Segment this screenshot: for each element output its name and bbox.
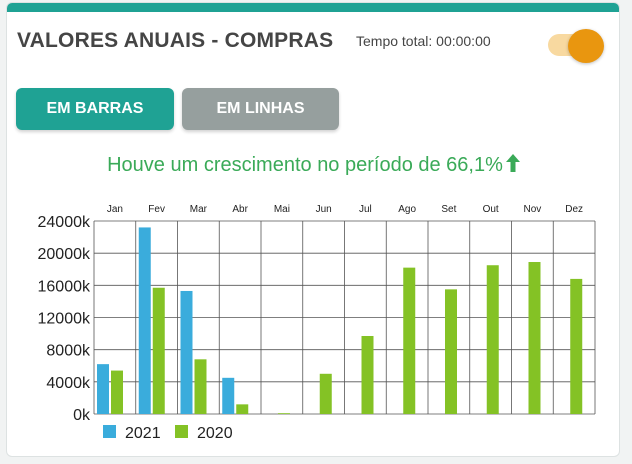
page-title: VALORES ANUAIS - COMPRAS [17,29,334,52]
arrow-up-icon [505,153,521,179]
bar-2020-dez [570,278,583,414]
bar-2020-jan [111,370,123,414]
card-accent-bar [7,3,619,12]
y-tick-label: 0k [73,407,91,424]
x-tick-label: Jul [359,204,372,215]
legend-label-2021: 2021 [125,425,161,442]
bar-2021-abr [222,377,235,414]
legend-swatch-2021 [103,425,116,438]
bar-2021-jan [97,364,109,414]
growth-text: Houve um crescimento no período de 66,1% [107,154,503,176]
toggle-switch[interactable] [546,29,605,63]
purchases-bar-chart: 0k 4000k 8000k 12000k 16000k 20000k 24000k Jan F… [38,204,596,442]
bar-2020-mai [278,413,290,414]
bar-2020-jul [361,335,374,414]
y-tick-label: 12000k [38,311,91,328]
bars-view-button[interactable]: EM BARRAS [16,88,174,130]
growth-message: Houve um crescimento no período de 66,1% [7,153,619,179]
bar-2020-nov [528,262,541,414]
bar-2021-fev [138,227,151,414]
y-tick-label: 4000k [46,375,91,392]
x-tick-label: Jan [107,204,123,215]
x-tick-label: Set [441,204,456,215]
x-tick-label: Nov [523,204,541,215]
bar-2020-abr [236,404,249,414]
x-tick-label: Fev [148,204,165,215]
bar-2020-out [486,265,499,414]
x-tick-label: Mai [274,204,290,215]
y-tick-label: 20000k [38,246,91,263]
bar-2020-fev [152,287,165,414]
x-tick-label: Abr [232,204,248,215]
x-tick-label: Ago [398,204,416,215]
y-tick-label: 16000k [38,278,91,295]
x-tick-label: Jun [316,204,332,215]
bar-2020-jun [319,373,332,414]
lines-view-button[interactable]: EM LINHAS [182,88,339,130]
toggle-thumb [568,29,604,63]
total-time-label: Tempo total: 00:00:00 [356,33,491,49]
x-tick-label: Dez [565,204,583,215]
x-tick-label: Mar [190,204,208,215]
annual-values-card: VALORES ANUAIS - COMPRAS Tempo total: 00… [6,2,620,457]
bar-2020-ago [403,267,416,414]
bar-2021-mar [180,290,193,414]
y-tick-label: 8000k [46,343,91,360]
legend-label-2020: 2020 [197,425,233,442]
y-tick-label: 24000k [38,214,91,231]
bar-2020-mar [194,359,207,414]
legend-swatch-2020 [175,425,188,438]
x-tick-label: Out [483,204,499,215]
bar-2020-set [445,289,457,414]
